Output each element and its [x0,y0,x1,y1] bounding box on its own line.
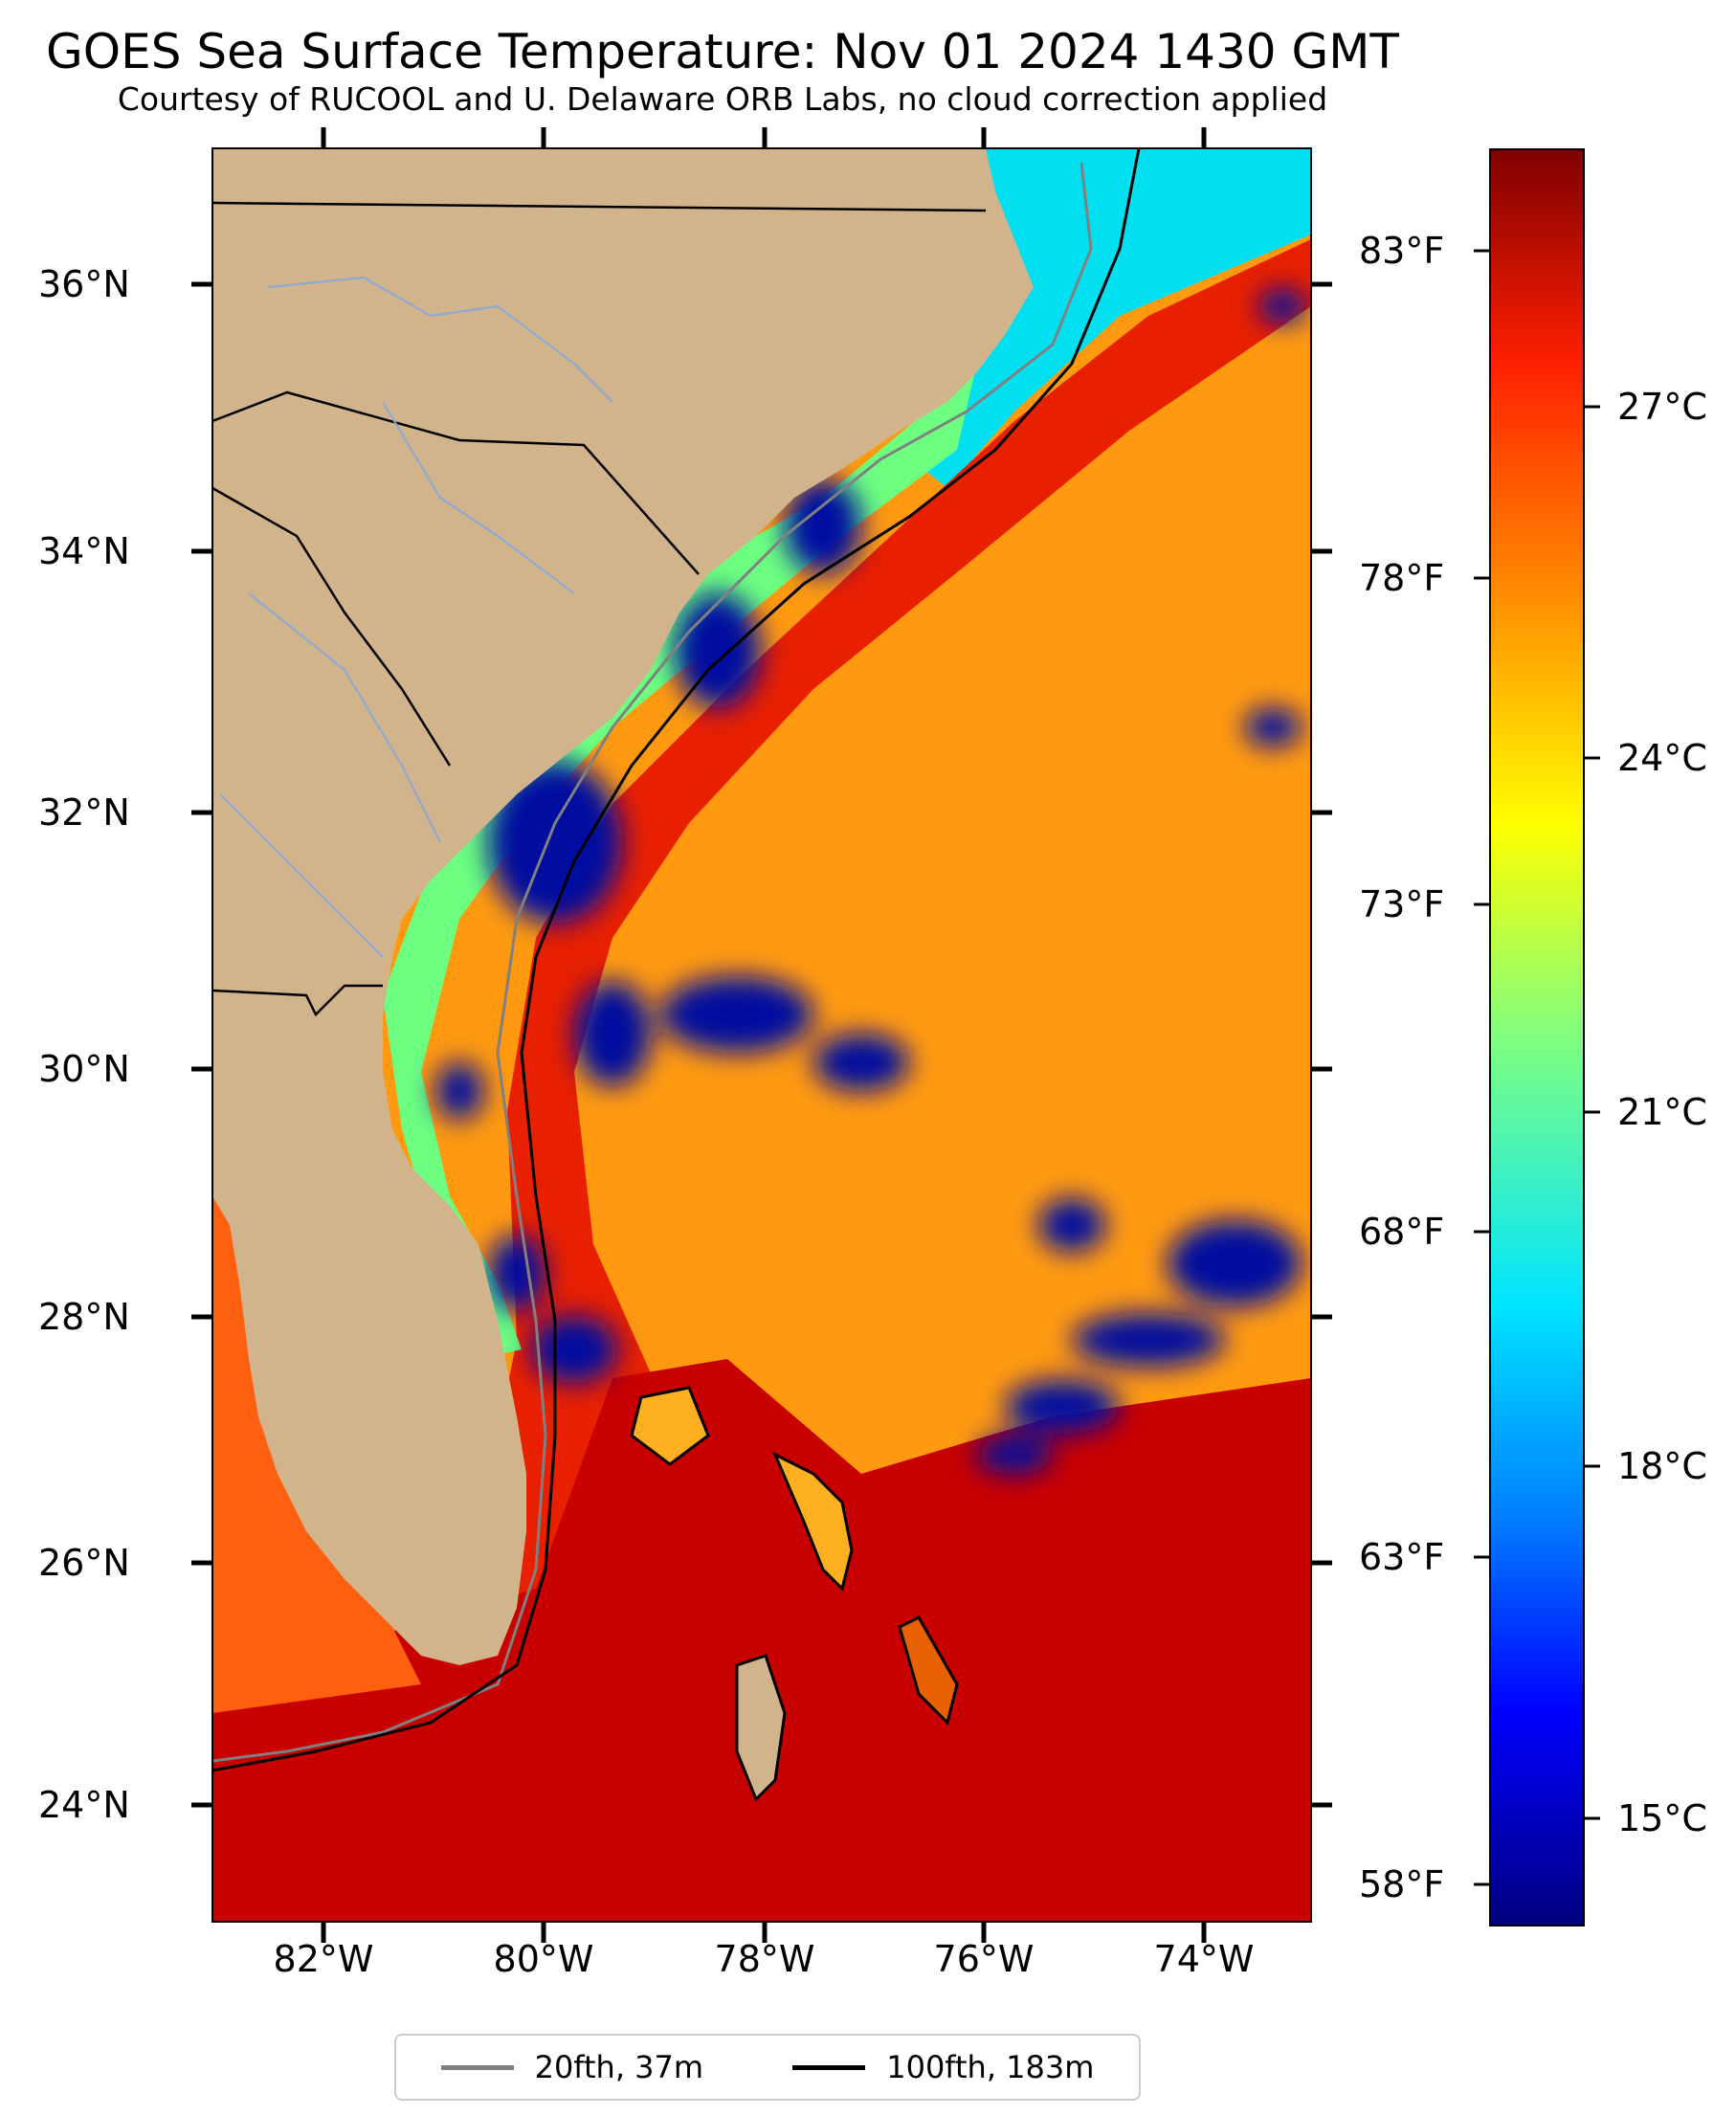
contour-20fth [212,162,1093,1763]
temperature-colorbar [1489,148,1585,1927]
contour-legend: 20fth, 37m 100fth, 183m [394,2034,1141,2101]
land-southeast-us [212,148,1034,1665]
lon-ticks [321,127,1207,1943]
contour-100fth [212,148,1141,1772]
rivers [219,276,613,958]
map-frame [211,147,1312,1923]
celsius-label-27: 27°C [1617,386,1707,428]
lon-label-74: 74°W [1153,1938,1255,1980]
lat-ticks [191,281,1332,1808]
lat-label-36: 36°N [38,263,130,305]
map-subtitle: Courtesy of RUCOOL and U. Delaware ORB L… [117,80,1328,118]
map-title: GOES Sea Surface Temperature: Nov 01 202… [46,24,1399,79]
celsius-label-21: 21°C [1617,1091,1707,1133]
lon-label-78: 78°W [714,1938,815,1980]
colorbar-ticks [1474,249,1600,1886]
fahrenheit-label-68: 68°F [1359,1211,1445,1253]
fahrenheit-label-83: 83°F [1359,230,1445,272]
state-borders [212,201,987,1017]
lat-label-24: 24°N [38,1784,130,1826]
cloud-patches [435,289,1306,1474]
bahamas-islands [630,1386,959,1802]
legend-line-gray [440,2064,514,2070]
lon-label-76: 76°W [933,1938,1035,1980]
celsius-label-24: 24°C [1617,737,1707,779]
celsius-label-18: 18°C [1617,1445,1707,1487]
legend-label-20fth: 20fth, 37m [534,2049,704,2085]
lat-label-32: 32°N [38,791,130,834]
legend-item-100fth: 100fth, 183m [792,2049,1094,2085]
lat-label-26: 26°N [38,1542,130,1584]
fahrenheit-label-63: 63°F [1359,1536,1445,1578]
lat-label-28: 28°N [38,1296,130,1338]
lon-label-82: 82°W [273,1938,374,1980]
celsius-label-15: 15°C [1617,1797,1707,1839]
southern-warm-water [212,1359,1311,1922]
legend-item-20fth: 20fth, 37m [440,2049,704,2085]
legend-label-100fth: 100fth, 183m [886,2049,1095,2085]
fahrenheit-label-73: 73°F [1359,883,1445,925]
lat-label-34: 34°N [38,530,130,572]
fahrenheit-label-78: 78°F [1359,557,1445,599]
fahrenheit-label-58: 58°F [1359,1863,1445,1905]
lat-label-30: 30°N [38,1048,130,1090]
lon-label-80: 80°W [493,1938,594,1980]
legend-line-black [792,2064,866,2070]
